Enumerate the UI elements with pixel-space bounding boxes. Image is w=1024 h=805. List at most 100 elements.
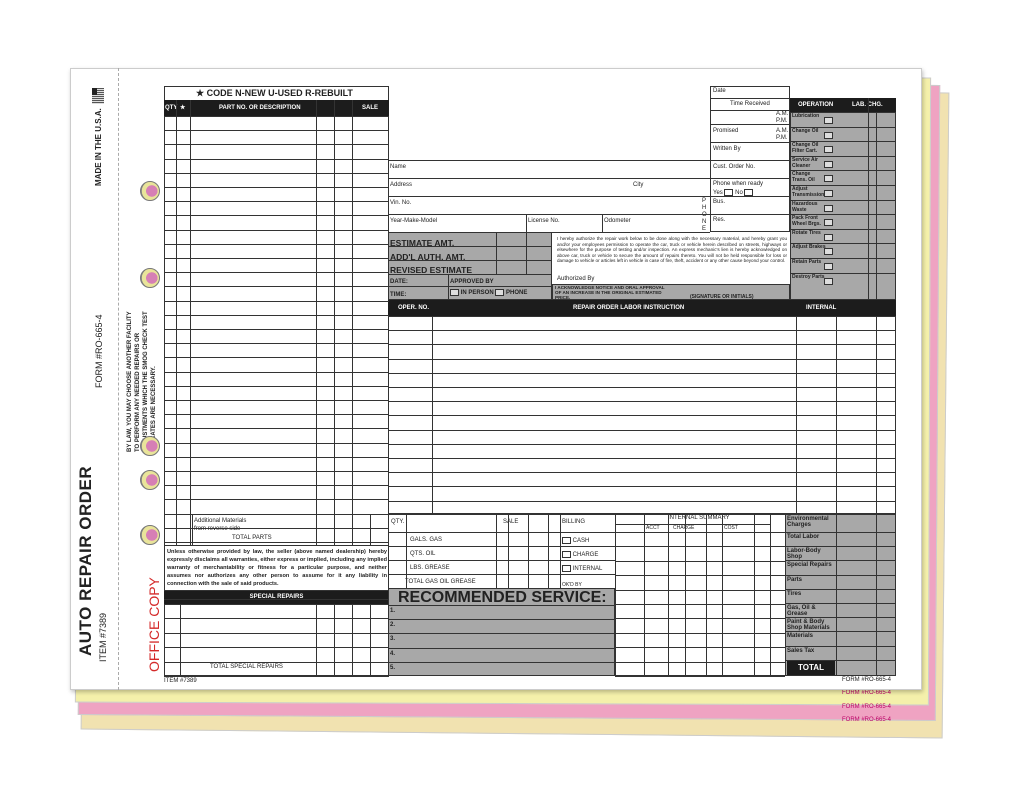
vin-field[interactable]: Vin. No.: [390, 200, 412, 206]
okd-by[interactable]: OK'D BY: [562, 582, 582, 588]
date-field[interactable]: Date: [713, 88, 726, 94]
estimate-time[interactable]: TIME:: [390, 292, 407, 298]
operation-item: Adjust Transmission: [792, 186, 825, 198]
estimate-date[interactable]: DATE:: [390, 279, 408, 285]
revised-estimate[interactable]: REVISED ESTIMATE: [390, 265, 473, 275]
rule-line: [710, 124, 790, 125]
operation-checkbox[interactable]: [824, 161, 833, 168]
sale-header: SALE: [503, 519, 519, 525]
operation-checkbox[interactable]: [824, 117, 833, 124]
rule-line: [790, 127, 896, 128]
cash-checkbox[interactable]: [562, 537, 571, 544]
rule-line: [334, 100, 335, 545]
phone-ready-options: Yes No: [713, 189, 754, 196]
operation-checkbox[interactable]: [824, 190, 833, 197]
operation-checkbox[interactable]: [824, 132, 833, 139]
rule-line: [448, 274, 449, 300]
rule-line: [164, 545, 389, 546]
binder-hole: [140, 470, 160, 490]
rule-line: [164, 528, 389, 529]
promised-field[interactable]: Promised: [713, 128, 739, 134]
rule-line: [785, 589, 896, 590]
operation-checkbox[interactable]: [824, 278, 833, 285]
acknowledge-box: [552, 284, 790, 300]
operation-item: Retain Parts: [792, 259, 822, 265]
rule-line: [790, 258, 896, 259]
rule-line: [352, 604, 353, 676]
rule-line: [164, 599, 389, 600]
recommended-item: 4.: [390, 651, 396, 657]
rule-line: [164, 499, 389, 500]
rule-line: [192, 514, 193, 545]
rule-line: [164, 514, 389, 515]
operation-checkbox[interactable]: [824, 219, 833, 226]
rule-line: [388, 472, 896, 473]
total-label: TOTAL: [787, 661, 835, 675]
parts-header: QTY ★ PART NO. OR DESCRIPTION SALE: [164, 100, 389, 116]
operation-checkbox[interactable]: [824, 205, 833, 212]
rule-line: [164, 542, 389, 543]
billing-header: BILLING: [562, 519, 586, 525]
rule-line: [164, 400, 389, 401]
rule-line: [164, 187, 389, 188]
operation-checkbox[interactable]: [824, 175, 833, 182]
bus-phone-field[interactable]: Bus.: [713, 199, 726, 205]
rule-line: [164, 144, 389, 145]
rule-line: [615, 618, 785, 619]
time-received-field[interactable]: Time Received: [730, 101, 770, 107]
operation-checkbox[interactable]: [824, 248, 833, 255]
address-field[interactable]: Address: [390, 182, 413, 188]
rule-line: [785, 646, 896, 647]
rule-line: [876, 316, 877, 514]
charge-checkbox[interactable]: [562, 551, 571, 558]
rule-line: [388, 430, 896, 431]
operation-checkbox[interactable]: [824, 146, 833, 153]
rule-line: [180, 604, 181, 676]
operation-checkbox[interactable]: [824, 263, 833, 270]
rule-line: [164, 414, 389, 415]
total-item: Sales Tax: [787, 648, 815, 654]
rule-line: [785, 546, 896, 547]
phone-checkbox[interactable]: [495, 289, 505, 296]
total-item: Materials: [787, 633, 814, 639]
rule-line: [164, 457, 389, 458]
additional-materials: Additional Materials from reverse side: [194, 518, 247, 532]
rule-line: [164, 315, 389, 316]
name-field[interactable]: Name: [390, 164, 407, 170]
operation-checkbox[interactable]: [824, 234, 833, 241]
recommended-item: 1.: [390, 608, 396, 614]
rule-line: [334, 514, 335, 545]
perforation-line: [118, 68, 119, 690]
rule-line: [615, 532, 785, 533]
year-make-model-field[interactable]: Year-Make-Model: [390, 218, 438, 224]
cust-order-field[interactable]: Cust. Order No.: [713, 164, 756, 170]
pm-label: P.M.: [776, 135, 788, 141]
rule-line: [754, 514, 755, 676]
rule-line: [352, 100, 353, 545]
rule-line: [164, 604, 389, 605]
estimate-amt[interactable]: ESTIMATE AMT.: [390, 238, 455, 248]
rule-line: [615, 514, 616, 676]
rule-line: [790, 156, 896, 157]
written-by-field[interactable]: Written By: [713, 146, 741, 152]
odometer-field[interactable]: Odometer: [604, 218, 631, 224]
total-item: Environmental Charges: [787, 516, 829, 528]
internal-checkbox[interactable]: [562, 565, 571, 572]
in-person-checkbox[interactable]: [450, 289, 459, 296]
rule-line: [526, 232, 527, 274]
city-field[interactable]: City: [633, 182, 644, 188]
no-checkbox[interactable]: [744, 189, 754, 196]
rule-line: [876, 514, 877, 676]
rule-line: [164, 357, 389, 358]
operation-item: Change Oil Filter Cart.: [792, 142, 819, 154]
rule-line: [710, 110, 790, 111]
acct-header: ACCT: [646, 525, 660, 531]
yes-checkbox[interactable]: [724, 189, 734, 196]
license-field[interactable]: License No.: [528, 218, 560, 224]
rule-line: [388, 401, 896, 402]
authorized-by[interactable]: Authorized By: [557, 276, 595, 282]
rule-line: [316, 100, 317, 545]
addl-auth-amt[interactable]: ADD'L AUTH. AMT.: [390, 252, 466, 262]
res-phone-field[interactable]: Res.: [713, 217, 726, 223]
operation-item: Service Air Cleaner: [792, 157, 818, 169]
